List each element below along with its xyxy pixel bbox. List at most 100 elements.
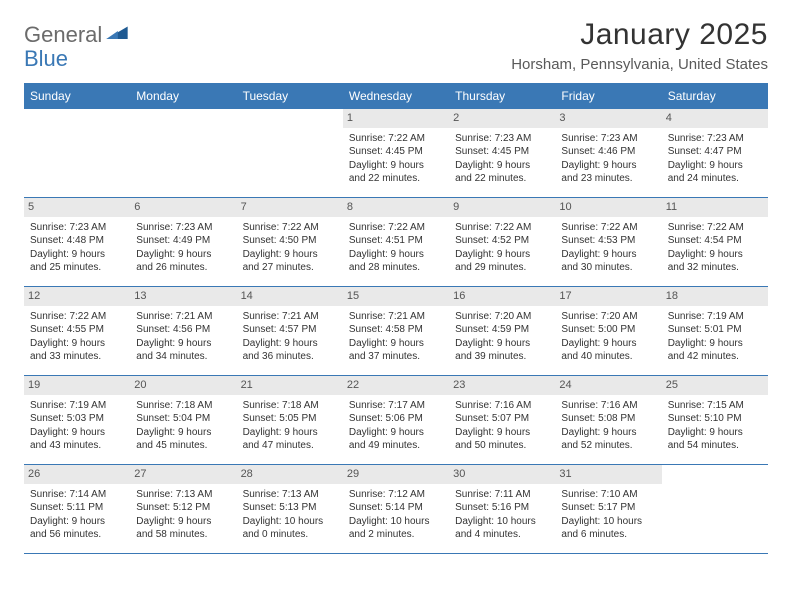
day-number: 27: [130, 465, 236, 484]
day-cell: 7Sunrise: 7:22 AMSunset: 4:50 PMDaylight…: [237, 198, 343, 286]
day-number: 24: [555, 376, 661, 395]
sunset-text: Sunset: 4:57 PM: [243, 323, 337, 337]
daylight-text: Daylight: 9 hours and 52 minutes.: [561, 426, 655, 453]
daylight-text: Daylight: 9 hours and 26 minutes.: [136, 248, 230, 275]
sunrise-text: Sunrise: 7:15 AM: [668, 399, 762, 413]
day-cell: 5Sunrise: 7:23 AMSunset: 4:48 PMDaylight…: [24, 198, 130, 286]
day-cell: 30Sunrise: 7:11 AMSunset: 5:16 PMDayligh…: [449, 465, 555, 553]
location-subtitle: Horsham, Pennsylvania, United States: [511, 56, 768, 73]
sunrise-text: Sunrise: 7:19 AM: [30, 399, 124, 413]
sunrise-text: Sunrise: 7:22 AM: [349, 221, 443, 235]
day-cell: 27Sunrise: 7:13 AMSunset: 5:12 PMDayligh…: [130, 465, 236, 553]
weekday-header: Monday: [130, 83, 236, 109]
sunrise-text: Sunrise: 7:17 AM: [349, 399, 443, 413]
sunrise-text: Sunrise: 7:23 AM: [668, 132, 762, 146]
weekday-header: Thursday: [449, 83, 555, 109]
title-block: January 2025 Horsham, Pennsylvania, Unit…: [511, 18, 768, 73]
daylight-text: Daylight: 9 hours and 29 minutes.: [455, 248, 549, 275]
day-cell: 25Sunrise: 7:15 AMSunset: 5:10 PMDayligh…: [662, 376, 768, 464]
day-number: 18: [662, 287, 768, 306]
sunset-text: Sunset: 4:52 PM: [455, 234, 549, 248]
daylight-text: Daylight: 10 hours and 6 minutes.: [561, 515, 655, 542]
day-cell: 16Sunrise: 7:20 AMSunset: 4:59 PMDayligh…: [449, 287, 555, 375]
day-cell-blank: [662, 465, 768, 553]
day-cell: 8Sunrise: 7:22 AMSunset: 4:51 PMDaylight…: [343, 198, 449, 286]
daylight-text: Daylight: 9 hours and 39 minutes.: [455, 337, 549, 364]
sunrise-text: Sunrise: 7:20 AM: [561, 310, 655, 324]
sunset-text: Sunset: 5:17 PM: [561, 501, 655, 515]
day-cell-blank: [24, 109, 130, 197]
calendar-grid: SundayMondayTuesdayWednesdayThursdayFrid…: [24, 83, 768, 554]
sunset-text: Sunset: 4:48 PM: [30, 234, 124, 248]
sunset-text: Sunset: 5:05 PM: [243, 412, 337, 426]
weekday-header: Saturday: [662, 83, 768, 109]
sunset-text: Sunset: 5:11 PM: [30, 501, 124, 515]
sunrise-text: Sunrise: 7:22 AM: [243, 221, 337, 235]
day-number: 3: [555, 109, 661, 128]
day-cell: 12Sunrise: 7:22 AMSunset: 4:55 PMDayligh…: [24, 287, 130, 375]
day-cell: 23Sunrise: 7:16 AMSunset: 5:07 PMDayligh…: [449, 376, 555, 464]
sunrise-text: Sunrise: 7:11 AM: [455, 488, 549, 502]
day-number: 13: [130, 287, 236, 306]
day-number: 12: [24, 287, 130, 306]
day-number: 28: [237, 465, 343, 484]
day-cell: 26Sunrise: 7:14 AMSunset: 5:11 PMDayligh…: [24, 465, 130, 553]
daylight-text: Daylight: 9 hours and 30 minutes.: [561, 248, 655, 275]
weekday-header: Tuesday: [237, 83, 343, 109]
day-number: 8: [343, 198, 449, 217]
day-number: 29: [343, 465, 449, 484]
day-number: 21: [237, 376, 343, 395]
daylight-text: Daylight: 9 hours and 32 minutes.: [668, 248, 762, 275]
day-number: 19: [24, 376, 130, 395]
sunset-text: Sunset: 4:47 PM: [668, 145, 762, 159]
sunrise-text: Sunrise: 7:16 AM: [561, 399, 655, 413]
daylight-text: Daylight: 9 hours and 37 minutes.: [349, 337, 443, 364]
brand-mark-icon: [106, 23, 128, 44]
sunrise-text: Sunrise: 7:23 AM: [136, 221, 230, 235]
week-row: 5Sunrise: 7:23 AMSunset: 4:48 PMDaylight…: [24, 198, 768, 287]
sunrise-text: Sunrise: 7:22 AM: [349, 132, 443, 146]
daylight-text: Daylight: 9 hours and 54 minutes.: [668, 426, 762, 453]
day-cell: 31Sunrise: 7:10 AMSunset: 5:17 PMDayligh…: [555, 465, 661, 553]
sunset-text: Sunset: 4:58 PM: [349, 323, 443, 337]
daylight-text: Daylight: 9 hours and 22 minutes.: [455, 159, 549, 186]
sunrise-text: Sunrise: 7:18 AM: [243, 399, 337, 413]
sunset-text: Sunset: 4:46 PM: [561, 145, 655, 159]
day-cell: 2Sunrise: 7:23 AMSunset: 4:45 PMDaylight…: [449, 109, 555, 197]
sunset-text: Sunset: 5:00 PM: [561, 323, 655, 337]
daylight-text: Daylight: 9 hours and 36 minutes.: [243, 337, 337, 364]
daylight-text: Daylight: 10 hours and 2 minutes.: [349, 515, 443, 542]
month-title: January 2025: [511, 18, 768, 52]
weekday-header-row: SundayMondayTuesdayWednesdayThursdayFrid…: [24, 83, 768, 109]
daylight-text: Daylight: 9 hours and 27 minutes.: [243, 248, 337, 275]
day-cell: 20Sunrise: 7:18 AMSunset: 5:04 PMDayligh…: [130, 376, 236, 464]
sunrise-text: Sunrise: 7:22 AM: [30, 310, 124, 324]
daylight-text: Daylight: 9 hours and 43 minutes.: [30, 426, 124, 453]
day-cell: 6Sunrise: 7:23 AMSunset: 4:49 PMDaylight…: [130, 198, 236, 286]
daylight-text: Daylight: 9 hours and 24 minutes.: [668, 159, 762, 186]
day-cell: 14Sunrise: 7:21 AMSunset: 4:57 PMDayligh…: [237, 287, 343, 375]
weeks-container: 1Sunrise: 7:22 AMSunset: 4:45 PMDaylight…: [24, 109, 768, 554]
sunset-text: Sunset: 5:14 PM: [349, 501, 443, 515]
day-cell: 17Sunrise: 7:20 AMSunset: 5:00 PMDayligh…: [555, 287, 661, 375]
day-cell: 22Sunrise: 7:17 AMSunset: 5:06 PMDayligh…: [343, 376, 449, 464]
daylight-text: Daylight: 9 hours and 58 minutes.: [136, 515, 230, 542]
week-row: 19Sunrise: 7:19 AMSunset: 5:03 PMDayligh…: [24, 376, 768, 465]
sunset-text: Sunset: 5:01 PM: [668, 323, 762, 337]
sunrise-text: Sunrise: 7:16 AM: [455, 399, 549, 413]
day-cell: 21Sunrise: 7:18 AMSunset: 5:05 PMDayligh…: [237, 376, 343, 464]
daylight-text: Daylight: 10 hours and 4 minutes.: [455, 515, 549, 542]
day-cell: 10Sunrise: 7:22 AMSunset: 4:53 PMDayligh…: [555, 198, 661, 286]
sunrise-text: Sunrise: 7:13 AM: [136, 488, 230, 502]
daylight-text: Daylight: 9 hours and 40 minutes.: [561, 337, 655, 364]
calendar-page: GeneralBlue January 2025 Horsham, Pennsy…: [0, 0, 792, 566]
day-cell-blank: [237, 109, 343, 197]
day-cell: 11Sunrise: 7:22 AMSunset: 4:54 PMDayligh…: [662, 198, 768, 286]
sunrise-text: Sunrise: 7:23 AM: [30, 221, 124, 235]
day-cell: 13Sunrise: 7:21 AMSunset: 4:56 PMDayligh…: [130, 287, 236, 375]
sunset-text: Sunset: 5:03 PM: [30, 412, 124, 426]
day-cell: 18Sunrise: 7:19 AMSunset: 5:01 PMDayligh…: [662, 287, 768, 375]
sunset-text: Sunset: 5:07 PM: [455, 412, 549, 426]
sunset-text: Sunset: 5:08 PM: [561, 412, 655, 426]
day-cell: 29Sunrise: 7:12 AMSunset: 5:14 PMDayligh…: [343, 465, 449, 553]
